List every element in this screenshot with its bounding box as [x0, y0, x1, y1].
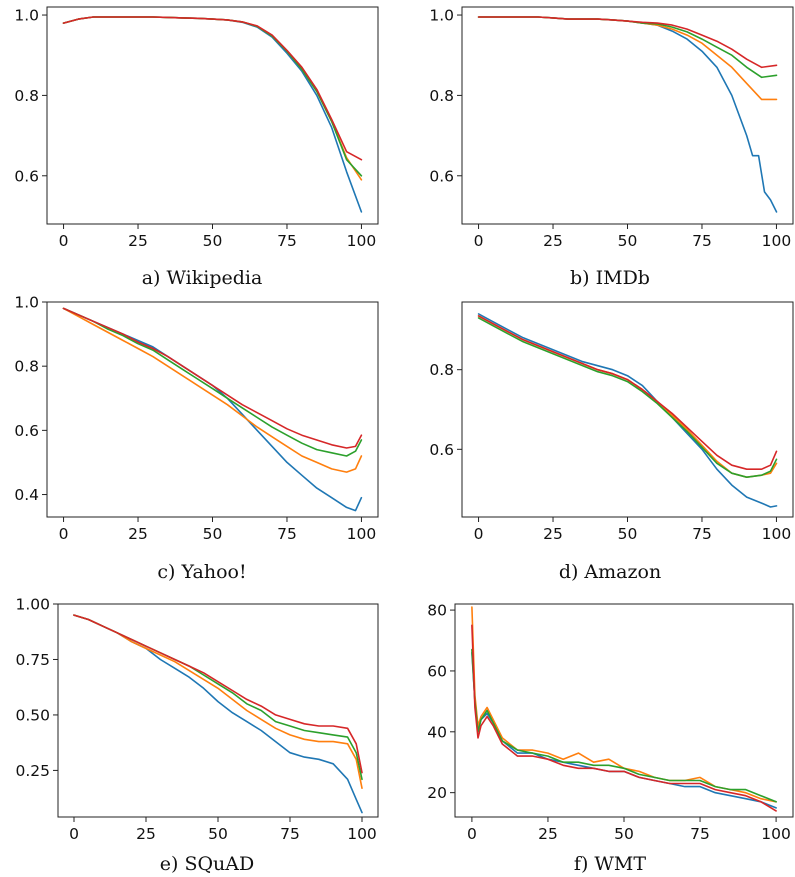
x-tick-label: 0 — [59, 525, 69, 543]
x-tick-label: 75 — [280, 825, 300, 843]
y-tick-label: 0.25 — [15, 762, 50, 780]
series-line-2 — [477, 16, 778, 101]
series-line-4 — [73, 614, 363, 774]
panel-caption: b) IMDb — [570, 267, 650, 289]
y-tick-label: 0.6 — [14, 167, 39, 185]
panel-caption: e) SQuAD — [160, 853, 254, 875]
chart-panel-3: 0 25 50 75 100 0.4 0.6 0.8 1.0 c) Yahoo! — [14, 294, 379, 583]
chart-panel-2: 0 25 50 75 100 0.6 0.8 1.0 b) IMDb — [429, 6, 794, 289]
plot-frame — [57, 603, 379, 818]
x-tick-label: 100 — [761, 825, 791, 843]
panel-caption: d) Amazon — [559, 561, 661, 583]
series-line-3 — [62, 307, 363, 457]
x-tick-label: 25 — [538, 825, 558, 843]
y-tick-label: 20 — [427, 784, 447, 802]
series-line-4 — [62, 307, 363, 449]
x-tick-label: 75 — [692, 525, 712, 543]
x-tick-label: 50 — [203, 525, 223, 543]
y-tick-label: 0.8 — [429, 361, 454, 379]
chart-panel-4: 0 25 50 75 100 0.6 0.8 d) Amazon — [429, 301, 794, 583]
x-tick-label: 75 — [690, 825, 710, 843]
plot-frame — [454, 603, 794, 818]
y-tick-label: 0.75 — [15, 651, 50, 669]
y-tick-label: 0.6 — [429, 167, 454, 185]
series-line-4 — [62, 16, 363, 161]
series-line-1 — [477, 16, 778, 213]
y-tick-label: 40 — [427, 723, 447, 741]
x-tick-label: 100 — [762, 525, 792, 543]
x-tick-label: 25 — [543, 232, 563, 250]
y-tick-label: 1.0 — [14, 294, 39, 312]
y-tick-label: 60 — [427, 662, 447, 680]
x-tick-label: 100 — [347, 232, 377, 250]
chart-panel-6: 0 25 50 75 100 20 40 60 80 f) WMT — [427, 602, 794, 875]
y-tick-label: 80 — [427, 602, 447, 620]
x-tick-label: 0 — [474, 232, 484, 250]
y-tick-label: 1.0 — [14, 7, 39, 25]
x-tick-label: 0 — [474, 525, 484, 543]
series-line-1 — [477, 313, 778, 508]
y-tick-label: 0.4 — [14, 486, 39, 504]
x-tick-label: 50 — [203, 232, 223, 250]
x-tick-label: 25 — [136, 825, 156, 843]
panel-caption: f) WMT — [574, 853, 646, 875]
series-line-2 — [62, 16, 363, 181]
y-tick-label: 0.8 — [14, 358, 39, 376]
series-line-2 — [471, 606, 777, 803]
y-tick-label: 0.8 — [429, 87, 454, 105]
y-tick-label: 0.50 — [15, 706, 50, 724]
x-tick-label: 25 — [128, 525, 148, 543]
series-line-4 — [477, 16, 778, 69]
x-tick-label: 25 — [543, 525, 563, 543]
series-line-4 — [477, 315, 778, 470]
series-line-2 — [62, 307, 363, 473]
series-line-3 — [477, 317, 778, 478]
plot-frame — [461, 6, 794, 225]
series-line-3 — [471, 648, 777, 803]
y-tick-label: 0.6 — [14, 422, 39, 440]
x-tick-label: 100 — [347, 525, 377, 543]
x-tick-label: 75 — [277, 232, 297, 250]
x-tick-label: 75 — [692, 232, 712, 250]
series-line-1 — [471, 651, 777, 809]
series-line-1 — [62, 307, 363, 512]
x-tick-label: 75 — [277, 525, 297, 543]
series-line-1 — [73, 614, 363, 814]
plot-frame — [46, 301, 379, 518]
series-line-4 — [471, 624, 777, 812]
panel-caption: a) Wikipedia — [142, 267, 263, 289]
x-tick-label: 0 — [69, 825, 79, 843]
x-tick-label: 50 — [614, 825, 634, 843]
y-tick-label: 1.00 — [15, 596, 50, 614]
x-tick-label: 25 — [128, 232, 148, 250]
series-line-1 — [62, 16, 363, 213]
x-tick-label: 0 — [59, 232, 69, 250]
chart-panel-5: 0 25 50 75 100 0.25 0.50 0.75 1.00 e) SQuAD — [15, 596, 379, 875]
x-tick-label: 100 — [347, 825, 377, 843]
series-line-2 — [73, 614, 363, 789]
series-line-3 — [73, 614, 363, 781]
x-tick-label: 50 — [618, 232, 638, 250]
x-tick-label: 0 — [467, 825, 477, 843]
x-tick-label: 100 — [762, 232, 792, 250]
chart-panel-1: 0 25 50 75 100 0.6 0.8 1.0 a) Wikipedia — [14, 6, 379, 289]
y-tick-label: 0.8 — [14, 87, 39, 105]
panel-caption: c) Yahoo! — [157, 561, 246, 583]
y-tick-label: 1.0 — [429, 7, 454, 25]
y-tick-label: 0.6 — [429, 441, 454, 459]
x-tick-label: 50 — [618, 525, 638, 543]
x-tick-label: 50 — [208, 825, 228, 843]
